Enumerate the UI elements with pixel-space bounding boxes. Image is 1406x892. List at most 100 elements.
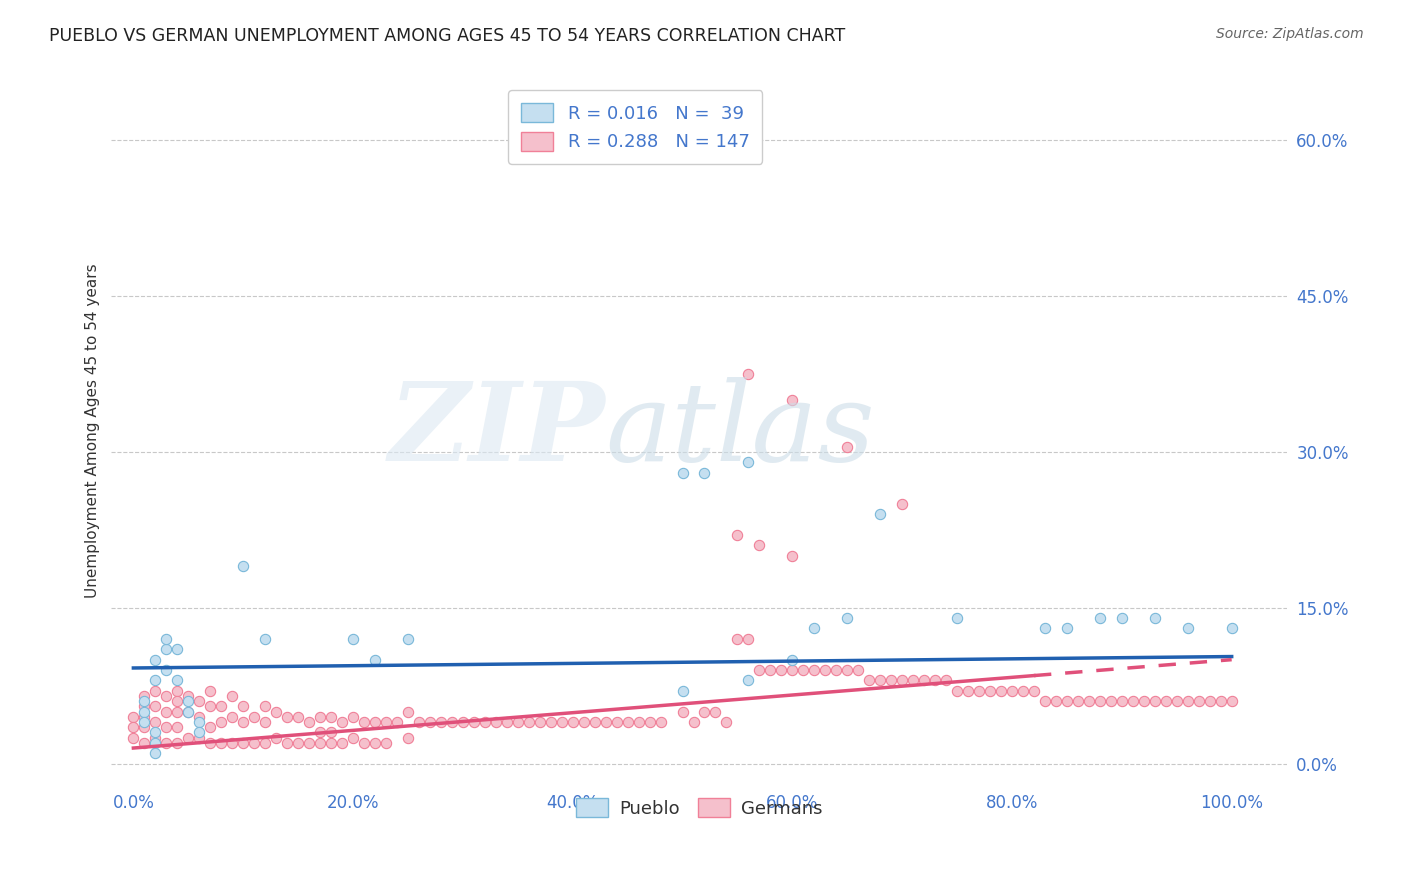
Point — [682, 714, 704, 729]
Point — [287, 710, 309, 724]
Point — [1220, 622, 1243, 636]
Point — [671, 705, 693, 719]
Point — [1045, 694, 1067, 708]
Point — [1198, 694, 1220, 708]
Point — [495, 714, 517, 729]
Text: PUEBLO VS GERMAN UNEMPLOYMENT AMONG AGES 45 TO 54 YEARS CORRELATION CHART: PUEBLO VS GERMAN UNEMPLOYMENT AMONG AGES… — [49, 27, 845, 45]
Point — [430, 714, 453, 729]
Point — [748, 538, 770, 552]
Point — [143, 746, 166, 760]
Point — [1067, 694, 1090, 708]
Point — [1056, 622, 1078, 636]
Point — [814, 663, 837, 677]
Point — [254, 714, 277, 729]
Point — [1056, 694, 1078, 708]
Point — [869, 673, 891, 688]
Point — [122, 710, 145, 724]
Point — [1166, 694, 1188, 708]
Point — [946, 611, 969, 625]
Point — [671, 684, 693, 698]
Point — [396, 731, 419, 745]
Point — [891, 673, 914, 688]
Point — [725, 632, 748, 646]
Point — [1177, 694, 1199, 708]
Point — [177, 705, 200, 719]
Point — [474, 714, 496, 729]
Point — [143, 699, 166, 714]
Point — [276, 736, 298, 750]
Point — [1177, 622, 1199, 636]
Point — [298, 736, 321, 750]
Point — [155, 736, 177, 750]
Point — [846, 663, 869, 677]
Point — [924, 673, 946, 688]
Point — [166, 673, 188, 688]
Point — [254, 699, 277, 714]
Point — [177, 705, 200, 719]
Point — [134, 720, 156, 734]
Point — [232, 714, 254, 729]
Point — [1133, 694, 1156, 708]
Point — [1099, 694, 1122, 708]
Point — [529, 714, 551, 729]
Point — [364, 714, 387, 729]
Point — [967, 684, 990, 698]
Point — [298, 714, 321, 729]
Point — [209, 699, 232, 714]
Point — [375, 736, 398, 750]
Point — [1022, 684, 1045, 698]
Point — [330, 736, 353, 750]
Point — [243, 736, 266, 750]
Point — [737, 455, 759, 469]
Point — [134, 736, 156, 750]
Point — [737, 367, 759, 381]
Point — [155, 632, 177, 646]
Point — [209, 736, 232, 750]
Point — [385, 714, 408, 729]
Point — [803, 663, 825, 677]
Point — [221, 689, 243, 703]
Point — [901, 673, 924, 688]
Point — [155, 689, 177, 703]
Point — [166, 642, 188, 657]
Point — [837, 611, 859, 625]
Point — [188, 731, 211, 745]
Point — [264, 705, 287, 719]
Point — [1188, 694, 1211, 708]
Point — [166, 684, 188, 698]
Point — [166, 736, 188, 750]
Point — [638, 714, 661, 729]
Point — [517, 714, 540, 729]
Point — [606, 714, 628, 729]
Point — [1077, 694, 1099, 708]
Point — [440, 714, 463, 729]
Point — [1111, 611, 1133, 625]
Point — [134, 689, 156, 703]
Point — [155, 642, 177, 657]
Point — [143, 725, 166, 739]
Point — [946, 684, 969, 698]
Point — [309, 736, 332, 750]
Text: atlas: atlas — [605, 377, 875, 484]
Point — [143, 653, 166, 667]
Text: ZIP: ZIP — [388, 377, 605, 484]
Point — [188, 714, 211, 729]
Point — [188, 710, 211, 724]
Point — [782, 392, 804, 407]
Point — [837, 440, 859, 454]
Point — [869, 507, 891, 521]
Point — [309, 725, 332, 739]
Point — [319, 736, 342, 750]
Point — [122, 731, 145, 745]
Point — [837, 663, 859, 677]
Point — [396, 632, 419, 646]
Point — [155, 720, 177, 734]
Point — [309, 710, 332, 724]
Point — [188, 725, 211, 739]
Text: Source: ZipAtlas.com: Source: ZipAtlas.com — [1216, 27, 1364, 41]
Point — [143, 673, 166, 688]
Point — [1088, 611, 1111, 625]
Point — [155, 705, 177, 719]
Point — [209, 714, 232, 729]
Point — [551, 714, 574, 729]
